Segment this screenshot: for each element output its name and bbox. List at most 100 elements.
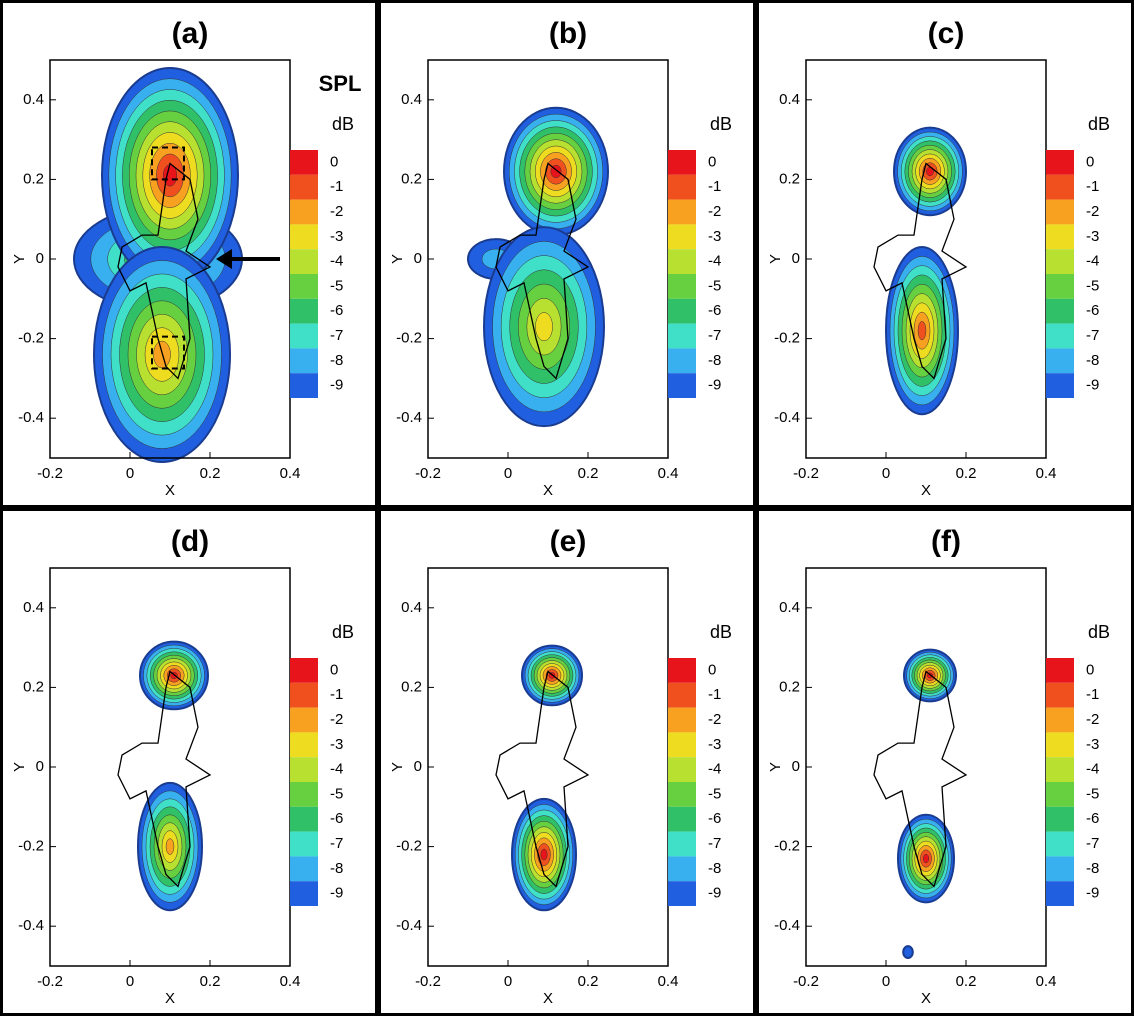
colorbar-swatch <box>1046 298 1074 324</box>
arrow-head <box>216 249 232 269</box>
colorbar-label: -8 <box>330 860 343 877</box>
y-tick-label: -0.4 <box>18 409 44 426</box>
colorbar-swatch <box>290 806 318 832</box>
panel-title: (b) <box>549 17 587 50</box>
colorbar-label: -4 <box>330 761 343 778</box>
bird-outline <box>495 670 590 888</box>
colorbar-swatch <box>290 658 318 683</box>
colorbar-label: -7 <box>708 327 721 344</box>
colorbar-swatch <box>1046 150 1074 175</box>
colorbar-title: dB <box>332 114 354 134</box>
colorbar-swatch <box>1046 757 1074 782</box>
bird-outline <box>873 162 968 380</box>
colorbar-swatch <box>290 373 318 398</box>
colorbar-label: -8 <box>1086 860 1099 877</box>
colorbar-swatch <box>290 274 318 299</box>
colorbar-label: -7 <box>1086 835 1099 852</box>
y-tick-label: 0.2 <box>779 170 800 187</box>
colorbar-swatch <box>668 707 696 733</box>
panel-border <box>756 0 1134 508</box>
contour-band <box>922 853 930 864</box>
panel-title: (c) <box>928 17 965 50</box>
colorbar-label: -2 <box>1086 203 1099 220</box>
colorbar-label: -9 <box>330 377 343 394</box>
colorbar-label: -8 <box>708 860 721 877</box>
colorbar-swatch <box>1046 174 1074 200</box>
colorbar-label: -7 <box>1086 327 1099 344</box>
colorbar-swatch <box>1046 658 1074 683</box>
colorbar-label: -2 <box>1086 711 1099 728</box>
x-tick-label: 0.4 <box>1036 465 1057 482</box>
colorbar-title: dB <box>332 622 354 642</box>
colorbar-label: -6 <box>708 810 721 827</box>
colorbar-swatch <box>668 732 696 758</box>
colorbar-swatch <box>1046 782 1074 807</box>
colorbar-swatch <box>668 224 696 250</box>
bird-outline <box>117 670 212 888</box>
colorbar-label: -5 <box>1086 785 1099 802</box>
colorbar-swatch <box>290 298 318 324</box>
colorbar-label: -1 <box>330 686 343 703</box>
colorbar-label: -3 <box>1086 228 1099 245</box>
y-tick-label: -0.2 <box>18 330 44 347</box>
colorbar-label: -7 <box>708 835 721 852</box>
colorbar-swatch <box>668 298 696 324</box>
colorbar-swatch <box>290 732 318 758</box>
x-axis-label: X <box>165 990 175 1007</box>
colorbar-title: dB <box>1088 622 1110 642</box>
panel-title: (e) <box>550 525 587 558</box>
colorbar-swatch <box>1046 732 1074 758</box>
colorbar-swatch <box>668 782 696 807</box>
colorbar-label: -9 <box>1086 885 1099 902</box>
colorbar-swatch <box>1046 881 1074 906</box>
y-tick-label: 0 <box>414 250 422 267</box>
contour-band <box>535 312 553 342</box>
x-tick-label: 0.2 <box>956 973 977 990</box>
colorbar-swatch <box>668 323 696 349</box>
y-tick-label: 0 <box>792 250 800 267</box>
x-tick-label: 0.4 <box>1036 973 1057 990</box>
contour-band <box>540 848 548 861</box>
colorbar-label: -9 <box>708 885 721 902</box>
colorbar-swatch <box>290 199 318 225</box>
y-tick-label: -0.4 <box>18 917 44 934</box>
colorbar-label: -3 <box>708 228 721 245</box>
panel-border <box>378 508 756 1016</box>
colorbar-label: -8 <box>330 352 343 369</box>
colorbar-swatch <box>1046 831 1074 857</box>
colorbar-label: -1 <box>1086 178 1099 195</box>
colorbar-label: 0 <box>330 661 338 678</box>
colorbar-label: -1 <box>708 178 721 195</box>
y-tick-label: 0.4 <box>23 599 44 616</box>
colorbar-label: -1 <box>1086 686 1099 703</box>
colorbar-swatch <box>1046 806 1074 832</box>
y-tick-label: -0.2 <box>396 838 422 855</box>
colorbar-swatch <box>1046 224 1074 250</box>
y-tick-label: 0.2 <box>401 678 422 695</box>
y-tick-label: 0.4 <box>23 91 44 108</box>
y-axis-label: Y <box>767 762 784 772</box>
x-axis-label: X <box>543 990 553 1007</box>
colorbar-title: dB <box>710 622 732 642</box>
panel-border <box>0 0 378 508</box>
x-tick-label: 0.4 <box>658 465 679 482</box>
highlight-box <box>151 335 185 370</box>
x-tick-label: 0 <box>126 465 134 482</box>
colorbar-label: -3 <box>708 736 721 753</box>
colorbar-label: -6 <box>708 302 721 319</box>
y-axis-label: Y <box>11 254 28 264</box>
colorbar-swatch <box>290 682 318 708</box>
colorbar-label: 0 <box>708 661 716 678</box>
y-tick-label: 0.2 <box>23 678 44 695</box>
colorbar-label: -4 <box>708 253 721 270</box>
colorbar-label: 0 <box>330 153 338 170</box>
colorbar-label: 0 <box>708 153 716 170</box>
x-axis-label: X <box>543 482 553 499</box>
colorbar-swatch <box>668 274 696 299</box>
y-tick-label: -0.4 <box>396 409 422 426</box>
y-tick-label: 0.2 <box>23 170 44 187</box>
y-tick-label: 0.4 <box>401 91 422 108</box>
colorbar-swatch <box>668 658 696 683</box>
y-tick-label: 0.4 <box>779 91 800 108</box>
panel-title: (d) <box>171 525 209 558</box>
